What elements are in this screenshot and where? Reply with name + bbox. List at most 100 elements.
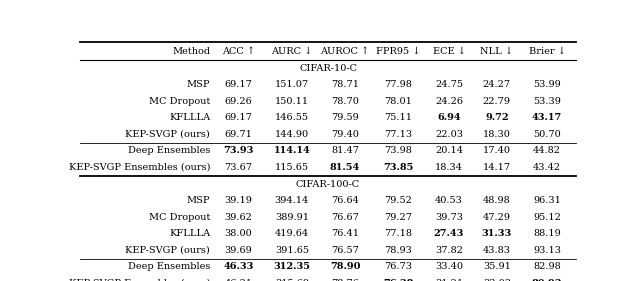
Text: MSP: MSP: [187, 196, 210, 205]
Text: 44.82: 44.82: [533, 146, 561, 155]
Text: NLL ↓: NLL ↓: [481, 47, 513, 56]
Text: 76.64: 76.64: [331, 196, 359, 205]
Text: 80.93: 80.93: [532, 279, 563, 281]
Text: 53.99: 53.99: [533, 80, 561, 89]
Text: 43.17: 43.17: [532, 113, 563, 122]
Text: 73.98: 73.98: [385, 146, 412, 155]
Text: KEP-SVGP Ensembles (ours): KEP-SVGP Ensembles (ours): [68, 279, 210, 281]
Text: 22.79: 22.79: [483, 97, 511, 106]
Text: 22.03: 22.03: [435, 130, 463, 139]
Text: 39.69: 39.69: [225, 246, 252, 255]
Text: 53.39: 53.39: [533, 97, 561, 106]
Text: 78.71: 78.71: [331, 80, 359, 89]
Text: AUROC ↑: AUROC ↑: [321, 47, 370, 56]
Text: 77.13: 77.13: [384, 130, 412, 139]
Text: 33.03: 33.03: [483, 279, 511, 281]
Text: 38.00: 38.00: [225, 229, 252, 238]
Text: KFLLLA: KFLLLA: [169, 113, 210, 122]
Text: 114.14: 114.14: [273, 146, 310, 155]
Text: 39.19: 39.19: [225, 196, 252, 205]
Text: 73.93: 73.93: [223, 146, 253, 155]
Text: 144.90: 144.90: [275, 130, 309, 139]
Text: Method: Method: [172, 47, 210, 56]
Text: 24.26: 24.26: [435, 97, 463, 106]
Text: 79.59: 79.59: [331, 113, 359, 122]
Text: CIFAR-100-C: CIFAR-100-C: [296, 180, 360, 189]
Text: 78.90: 78.90: [330, 262, 360, 271]
Text: 82.98: 82.98: [533, 262, 561, 271]
Text: 18.30: 18.30: [483, 130, 511, 139]
Text: 43.42: 43.42: [533, 163, 561, 172]
Text: MSP: MSP: [187, 80, 210, 89]
Text: MC Dropout: MC Dropout: [148, 97, 210, 106]
Text: 46.33: 46.33: [223, 262, 253, 271]
Text: 20.14: 20.14: [435, 146, 463, 155]
Text: 27.43: 27.43: [434, 229, 464, 238]
Text: 69.17: 69.17: [225, 80, 252, 89]
Text: 81.54: 81.54: [330, 163, 360, 172]
Text: 76.57: 76.57: [331, 246, 359, 255]
Text: 312.35: 312.35: [273, 262, 310, 271]
Text: ECE ↓: ECE ↓: [433, 47, 465, 56]
Text: 6.94: 6.94: [437, 113, 461, 122]
Text: 9.72: 9.72: [485, 113, 509, 122]
Text: 78.93: 78.93: [385, 246, 412, 255]
Text: 69.26: 69.26: [225, 97, 252, 106]
Text: 78.01: 78.01: [385, 97, 412, 106]
Text: 40.53: 40.53: [435, 196, 463, 205]
Text: 73.67: 73.67: [225, 163, 252, 172]
Text: 37.82: 37.82: [435, 246, 463, 255]
Text: 150.11: 150.11: [275, 97, 309, 106]
Text: 48.98: 48.98: [483, 196, 511, 205]
Text: 46.31: 46.31: [225, 279, 252, 281]
Text: CIFAR-10-C: CIFAR-10-C: [299, 64, 357, 73]
Text: 76.67: 76.67: [331, 213, 359, 222]
Text: 77.98: 77.98: [385, 80, 412, 89]
Text: 18.34: 18.34: [435, 163, 463, 172]
Text: 69.71: 69.71: [225, 130, 252, 139]
Text: 79.52: 79.52: [385, 196, 412, 205]
Text: 315.69: 315.69: [275, 279, 308, 281]
Text: 76.38: 76.38: [383, 279, 413, 281]
Text: 389.91: 389.91: [275, 213, 308, 222]
Text: 78.76: 78.76: [331, 279, 359, 281]
Text: 394.14: 394.14: [275, 196, 309, 205]
Text: 391.65: 391.65: [275, 246, 308, 255]
Text: FPR95 ↓: FPR95 ↓: [376, 47, 420, 56]
Text: 43.83: 43.83: [483, 246, 511, 255]
Text: 115.65: 115.65: [275, 163, 308, 172]
Text: 14.17: 14.17: [483, 163, 511, 172]
Text: MC Dropout: MC Dropout: [148, 213, 210, 222]
Text: 96.31: 96.31: [533, 196, 561, 205]
Text: 419.64: 419.64: [275, 229, 309, 238]
Text: 75.11: 75.11: [385, 113, 412, 122]
Text: 33.40: 33.40: [435, 262, 463, 271]
Text: 151.07: 151.07: [275, 80, 309, 89]
Text: 69.17: 69.17: [225, 113, 252, 122]
Text: 39.62: 39.62: [225, 213, 252, 222]
Text: 35.91: 35.91: [483, 262, 511, 271]
Text: Brier ↓: Brier ↓: [529, 47, 566, 56]
Text: KFLLLA: KFLLLA: [169, 229, 210, 238]
Text: 24.75: 24.75: [435, 80, 463, 89]
Text: 39.73: 39.73: [435, 213, 463, 222]
Text: 93.13: 93.13: [533, 246, 561, 255]
Text: 146.55: 146.55: [275, 113, 308, 122]
Text: KEP-SVGP (ours): KEP-SVGP (ours): [125, 130, 210, 139]
Text: 50.70: 50.70: [533, 130, 561, 139]
Text: 24.27: 24.27: [483, 80, 511, 89]
Text: KEP-SVGP (ours): KEP-SVGP (ours): [125, 246, 210, 255]
Text: KEP-SVGP Ensembles (ours): KEP-SVGP Ensembles (ours): [68, 163, 210, 172]
Text: 77.18: 77.18: [385, 229, 412, 238]
Text: 79.40: 79.40: [331, 130, 359, 139]
Text: 79.27: 79.27: [385, 213, 412, 222]
Text: 47.29: 47.29: [483, 213, 511, 222]
Text: 17.40: 17.40: [483, 146, 511, 155]
Text: 78.70: 78.70: [331, 97, 359, 106]
Text: AURC ↓: AURC ↓: [271, 47, 312, 56]
Text: 73.85: 73.85: [383, 163, 413, 172]
Text: 31.33: 31.33: [482, 229, 512, 238]
Text: 31.21: 31.21: [435, 279, 463, 281]
Text: 76.73: 76.73: [385, 262, 412, 271]
Text: Deep Ensembles: Deep Ensembles: [128, 262, 210, 271]
